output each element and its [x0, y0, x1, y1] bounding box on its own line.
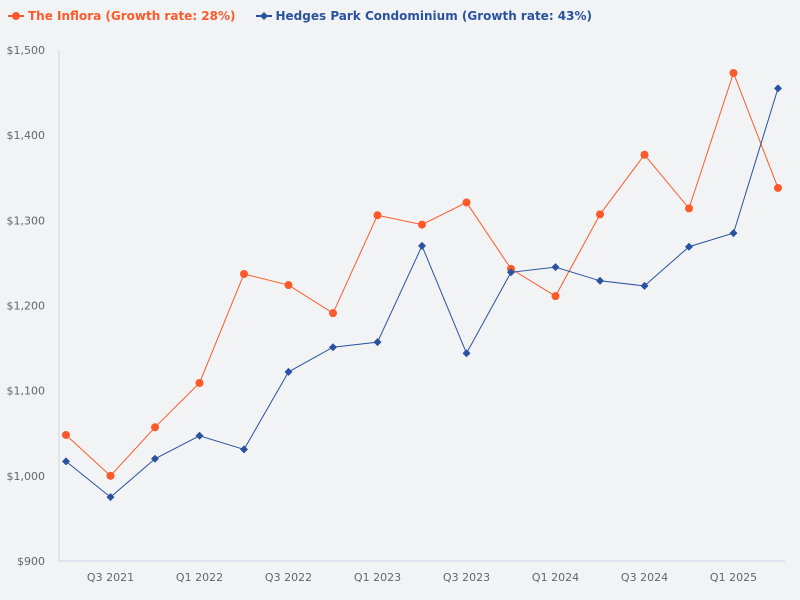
data-point	[62, 430, 70, 439]
data-point	[106, 493, 115, 502]
data-point	[151, 423, 159, 432]
data-point	[240, 269, 248, 278]
data-point	[62, 457, 70, 466]
data-point	[284, 367, 293, 376]
data-point	[284, 281, 293, 290]
data-point	[685, 242, 693, 251]
data-point	[551, 292, 560, 301]
data-point	[329, 343, 337, 352]
x-tick-label: Q1 2024	[532, 571, 579, 584]
legend-item-inflora[interactable]: The Inflora (Growth rate: 28%)	[8, 9, 236, 23]
legend-label: Hedges Park Condominium (Growth rate: 43…	[275, 9, 593, 23]
data-point	[195, 379, 204, 388]
data-point	[685, 204, 693, 213]
x-tick-label: Q3 2023	[443, 571, 490, 584]
data-point	[774, 84, 782, 93]
data-point	[373, 211, 382, 220]
data-point	[329, 309, 337, 318]
data-point	[151, 454, 159, 463]
data-point	[551, 263, 560, 272]
y-tick-label: $1,100	[7, 385, 46, 398]
data-point	[507, 268, 515, 277]
legend: The Inflora (Growth rate: 28%) Hedges Pa…	[8, 9, 592, 23]
data-point	[462, 349, 471, 358]
x-tick-label: Q3 2024	[621, 571, 668, 584]
y-tick-label: $1,300	[7, 214, 46, 227]
data-point	[418, 241, 426, 250]
y-tick-label: $900	[17, 555, 45, 568]
data-point	[462, 198, 471, 207]
data-point	[418, 220, 426, 229]
data-point	[774, 183, 782, 192]
legend-item-hedges-park[interactable]: Hedges Park Condominium (Growth rate: 43…	[255, 9, 593, 23]
x-tick-label: Q3 2022	[265, 571, 312, 584]
data-point	[195, 431, 204, 440]
series-line-0	[65, 71, 779, 477]
data-point	[640, 150, 649, 159]
data-point	[596, 210, 604, 219]
diamond-marker-icon	[255, 12, 272, 20]
data-point	[640, 281, 649, 290]
series-line-1	[65, 88, 779, 498]
data-point	[596, 276, 604, 285]
y-tick-label: $1,200	[7, 300, 46, 313]
circle-marker-icon	[8, 12, 24, 20]
x-tick-label: Q1 2025	[710, 571, 757, 584]
data-point	[240, 445, 248, 454]
y-tick-label: $1,400	[7, 129, 46, 142]
data-point	[729, 229, 738, 238]
y-tick-label: $1,500	[7, 44, 46, 57]
x-tick-label: Q3 2021	[87, 571, 134, 584]
data-point	[373, 338, 382, 347]
data-point	[729, 68, 738, 77]
x-tick-label: Q1 2023	[354, 571, 401, 584]
y-tick-label: $1,000	[7, 470, 46, 483]
x-tick-label: Q1 2022	[176, 571, 223, 584]
data-point	[106, 471, 115, 480]
legend-label: The Inflora (Growth rate: 28%)	[28, 9, 236, 23]
